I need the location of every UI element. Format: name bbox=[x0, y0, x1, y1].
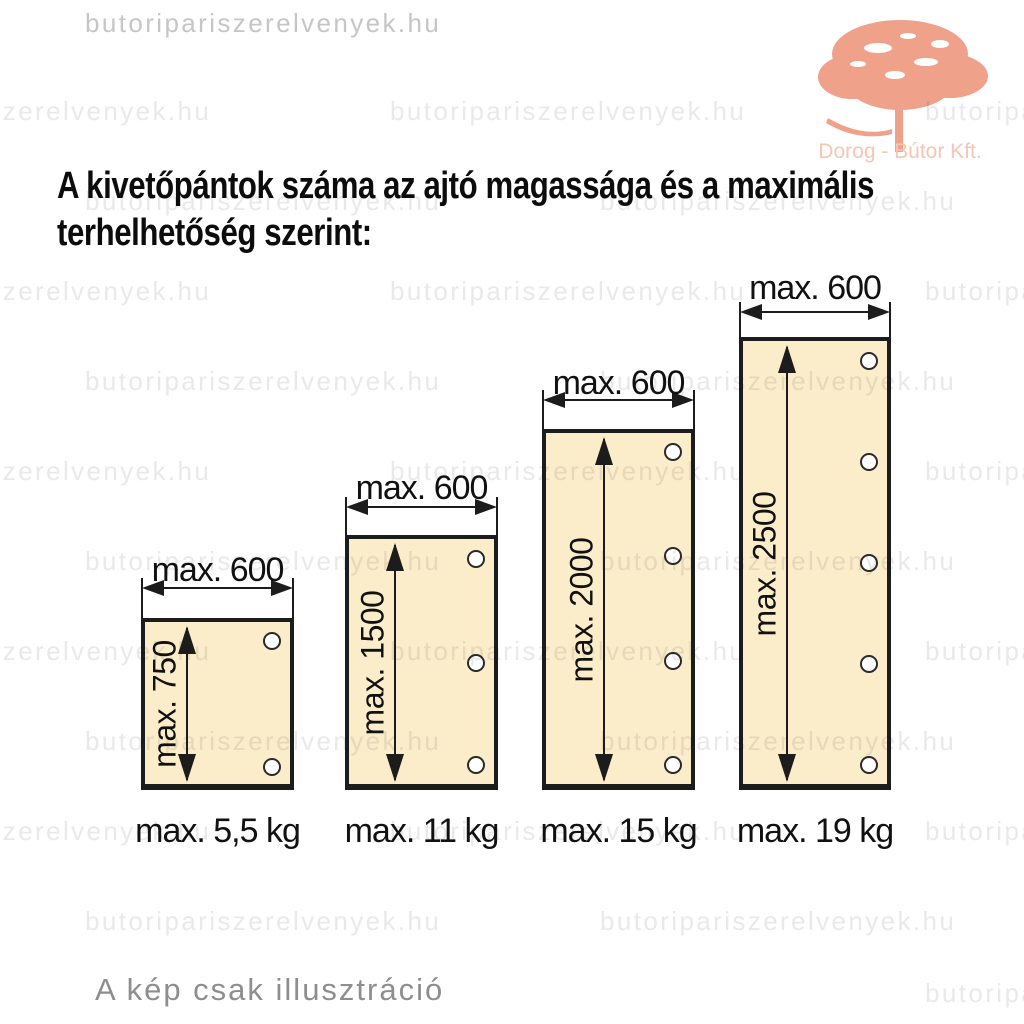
panel-3-height-arrowhead-bottom bbox=[595, 754, 613, 782]
panel-2-weight-label: max. 11 kg bbox=[344, 812, 500, 850]
watermark-text: butoripariszerelvenyek.hu bbox=[390, 276, 747, 306]
watermark-text: butoripariszerelvenyek.hu bbox=[85, 906, 442, 936]
panel-4-weight-label: max. 19 kg bbox=[736, 812, 894, 850]
panel-1-width-arrowhead-right bbox=[271, 580, 293, 596]
watermark-text: butoripariszerelvenyek.hu bbox=[925, 456, 1024, 486]
panel-3-height-arrowhead-top bbox=[595, 437, 613, 465]
panel-4-width-arrowhead-left bbox=[740, 304, 762, 320]
panel-4-width-arrowhead-right bbox=[868, 304, 890, 320]
company-logo: Dorog - Bútor Kft. bbox=[818, 20, 988, 163]
footer-note: A kép csak illusztráció bbox=[95, 972, 445, 1007]
panel-4-width-dimension-label: max. 600 bbox=[749, 269, 882, 307]
panel-1-width-arrowhead-left bbox=[142, 580, 164, 596]
page-title-line2: terhelhetőség szerint: bbox=[57, 212, 372, 254]
panel-1-hinge-hole bbox=[263, 758, 281, 776]
panel-1-width-arrow-line bbox=[161, 587, 274, 589]
panel-4-hinge-hole bbox=[860, 554, 878, 572]
watermark-text: butoripariszerelvenyek.hu bbox=[600, 906, 957, 936]
panel-3-hinge-hole bbox=[664, 756, 682, 774]
panel-4-height-arrowhead-top bbox=[778, 345, 796, 373]
panel-3-width-arrowhead-right bbox=[672, 392, 694, 408]
watermark-text: butoripariszerelvenyek.hu bbox=[0, 96, 212, 126]
panel-3-height-arrow-line bbox=[603, 439, 605, 780]
panel-1-weight-label: max. 5,5 kg bbox=[135, 812, 301, 850]
watermark-text: butoripariszerelvenyek.hu bbox=[0, 456, 212, 486]
panel-3-hinge-hole bbox=[664, 547, 682, 565]
panel-4-extension-line-right bbox=[889, 302, 891, 337]
panel-1-height-arrowhead-top bbox=[178, 626, 196, 654]
panel-1-extension-line-right bbox=[292, 578, 294, 618]
panel-2-extension-line-left bbox=[345, 497, 347, 535]
panel-4-height-arrowhead-bottom bbox=[778, 754, 796, 782]
panel-4-height-arrow-line bbox=[786, 347, 788, 780]
page-title: A kivetőpántok száma az ajtó magassága é… bbox=[57, 163, 875, 257]
panel-2-width-arrowhead-right bbox=[475, 499, 497, 515]
panel-1-extension-line-left bbox=[141, 578, 143, 618]
watermark-text: butoripariszerelvenyek.hu bbox=[925, 816, 1024, 846]
panel-3-width-arrow-line bbox=[562, 399, 675, 401]
panel-1-height-arrow-line bbox=[186, 628, 188, 780]
watermark-text: butoripariszerelvenyek.hu bbox=[925, 636, 1024, 666]
watermark-text: butoripariszerelvenyek.hu bbox=[925, 978, 1024, 1008]
panel-2-hinge-hole bbox=[467, 756, 485, 774]
watermark-text: butoripariszerelvenyek.hu bbox=[925, 276, 1024, 306]
panel-4-width-arrow-line bbox=[759, 311, 871, 313]
panel-3-extension-line-right bbox=[693, 390, 695, 429]
panel-2-height-dimension-label: max. 1500 bbox=[354, 590, 391, 735]
panel-2-hinge-hole bbox=[467, 550, 485, 568]
panel-1-hinge-hole bbox=[263, 632, 281, 650]
panel-4-hinge-hole bbox=[860, 655, 878, 673]
panel-1-width-dimension-label: max. 600 bbox=[151, 551, 285, 589]
panel-3-extension-line-left bbox=[542, 390, 544, 429]
panel-2-width-dimension-label: max. 600 bbox=[355, 469, 489, 507]
panel-4-hinge-hole bbox=[860, 453, 878, 471]
watermark-text: butoripariszerelvenyek.hu bbox=[0, 276, 212, 306]
panel-2-height-arrowhead-bottom bbox=[386, 754, 404, 782]
panel-3-hinge-hole bbox=[664, 652, 682, 670]
panel-1-height-dimension-label: max. 750 bbox=[146, 640, 183, 768]
panel-2-height-arrowhead-top bbox=[386, 543, 404, 571]
panel-2-extension-line-right bbox=[496, 497, 498, 535]
panel-3-hinge-hole bbox=[664, 443, 682, 461]
panel-2-width-arrow-line bbox=[365, 506, 478, 508]
watermark-text: butoripariszerelvenyek.hu bbox=[390, 96, 747, 126]
panel-3-door-panel bbox=[542, 429, 695, 790]
panel-4-hinge-hole bbox=[860, 352, 878, 370]
watermark-text: butoripariszerelvenyek.hu bbox=[85, 8, 442, 38]
panel-3-height-dimension-label: max. 2000 bbox=[563, 537, 600, 682]
company-name: Dorog - Bútor Kft. bbox=[818, 140, 981, 163]
panel-2-width-arrowhead-left bbox=[346, 499, 368, 515]
panel-4-height-dimension-label: max. 2500 bbox=[746, 491, 783, 636]
panel-1-height-arrowhead-bottom bbox=[178, 754, 196, 782]
panel-2-hinge-hole bbox=[467, 654, 485, 672]
panel-3-weight-label: max. 15 kg bbox=[540, 812, 697, 850]
page-title-line1: A kivetőpántok száma az ajtó magassága é… bbox=[57, 165, 875, 207]
tree-icon bbox=[818, 20, 988, 152]
panel-3-width-dimension-label: max. 600 bbox=[552, 364, 686, 402]
panel-3-width-arrowhead-left bbox=[543, 392, 565, 408]
panel-4-hinge-hole bbox=[860, 756, 878, 774]
panel-2-height-arrow-line bbox=[394, 545, 396, 780]
watermark-text: butoripariszerelvenyek.hu bbox=[85, 366, 442, 396]
